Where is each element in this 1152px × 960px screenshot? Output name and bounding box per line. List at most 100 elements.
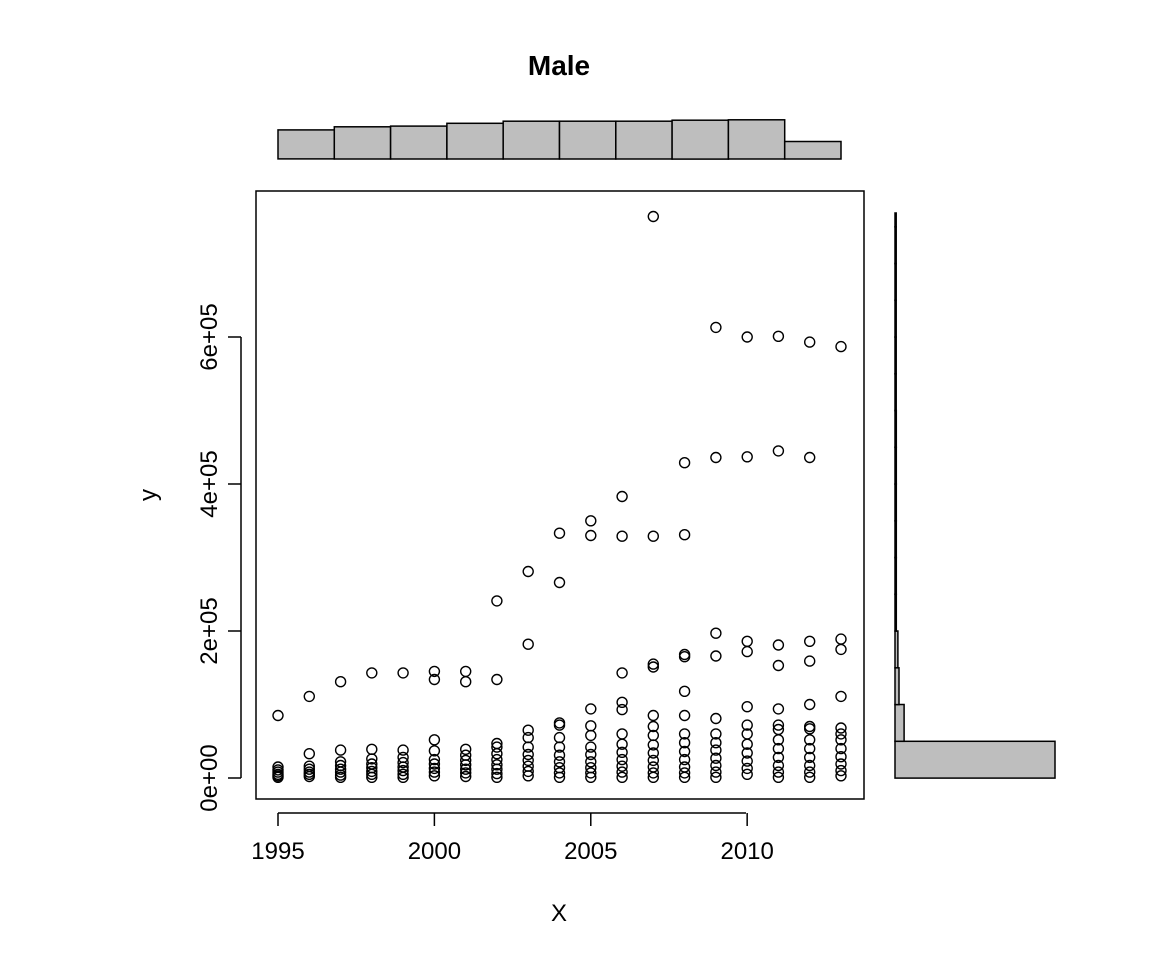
scatter-point <box>553 719 566 731</box>
scatter-point <box>710 759 722 772</box>
scatter-point <box>366 753 378 765</box>
x-histogram-bar <box>502 120 561 160</box>
scatter-point <box>710 752 722 764</box>
scatter-point <box>366 667 378 679</box>
scatter-point <box>460 743 472 755</box>
scatter-point <box>835 751 847 763</box>
scatter-point <box>272 709 284 722</box>
y-histogram-bar <box>894 630 899 669</box>
scatter-point <box>647 747 659 759</box>
scatter-point <box>366 765 378 778</box>
scatter-point <box>334 771 347 783</box>
scatter-point <box>334 766 347 778</box>
scatter-point <box>334 744 347 756</box>
scatter-point <box>804 734 816 746</box>
scatter-point <box>741 719 753 731</box>
y-histogram-bar <box>894 299 897 338</box>
scatter-point <box>397 764 409 777</box>
y-histogram-bar <box>894 212 897 228</box>
scatter-point <box>585 729 597 742</box>
scatter-point <box>553 749 566 761</box>
scatter-point <box>835 722 847 734</box>
scatter-point <box>772 759 785 772</box>
scatter-point <box>678 771 691 783</box>
scatter-point <box>334 763 347 775</box>
x-tick-label: 2000 <box>408 838 461 865</box>
scatter-point <box>835 340 847 353</box>
scatter-point <box>616 746 628 758</box>
x-histogram-bar <box>783 140 842 160</box>
scatter-point <box>678 457 691 469</box>
scatter-point <box>366 743 378 755</box>
scatter-point <box>553 576 566 589</box>
scatter-point <box>397 667 409 679</box>
scatter-point <box>397 744 409 756</box>
scatter-point <box>678 651 691 663</box>
scatter-point <box>522 754 534 767</box>
scatter-point <box>491 741 503 753</box>
scatter-point <box>647 210 659 223</box>
scatter-point <box>553 756 566 768</box>
scatter-point <box>428 766 441 778</box>
scatter-point <box>678 685 691 697</box>
scatter-point <box>428 734 441 746</box>
x-axis-title: X <box>551 900 567 927</box>
scatter-point <box>553 771 566 783</box>
scatter-point <box>804 635 816 647</box>
y-histogram-bar <box>894 336 897 375</box>
scatter-point <box>678 529 691 541</box>
scatter-point <box>366 768 378 780</box>
scatter-point <box>522 565 534 578</box>
y-histogram-bar <box>894 703 905 743</box>
scatter-point <box>741 451 753 463</box>
scatter-point <box>616 696 628 708</box>
scatter-point <box>710 712 722 725</box>
scatter-point <box>678 737 691 749</box>
scatter-point <box>585 771 597 783</box>
y-histogram-bar <box>894 446 898 485</box>
scatter-point <box>710 728 722 740</box>
x-histogram-bar <box>671 119 730 160</box>
x-histogram-bar <box>333 126 392 160</box>
scatter-point <box>303 763 315 775</box>
scatter-point <box>804 451 816 464</box>
x-tick-label: 2010 <box>720 838 773 865</box>
x-axis-ticks: 1995 2000 2005 2010 <box>251 813 774 865</box>
scatter-point <box>678 761 691 773</box>
scatter-point <box>553 527 566 539</box>
scatter-point <box>772 771 785 783</box>
scatter-point <box>647 709 659 722</box>
scatter-point <box>835 764 847 777</box>
scatter-points <box>272 210 847 783</box>
y-histogram-bar <box>894 262 897 302</box>
scatter-point <box>772 719 785 731</box>
x-histogram-bar <box>446 122 504 160</box>
scatter-point <box>491 748 503 760</box>
scatter-point <box>772 330 785 342</box>
scatter-point <box>428 762 441 775</box>
scatter-point <box>616 766 628 778</box>
scatter-point <box>585 767 597 779</box>
scatter-point <box>553 767 566 779</box>
x-histogram-bar <box>558 120 617 160</box>
scatter-point <box>460 763 472 775</box>
scatter-point <box>616 728 628 740</box>
scatter-point <box>460 676 472 688</box>
x-marginal-histogram <box>277 119 842 160</box>
scatter-point <box>678 728 691 740</box>
scatter-point <box>303 690 315 703</box>
scatter-point <box>710 737 722 749</box>
x-histogram-bar <box>727 119 786 160</box>
scatter-point <box>616 760 628 772</box>
scatter-point <box>428 753 441 766</box>
scatter-point <box>741 635 753 647</box>
scatter-point <box>647 661 659 673</box>
scatter-point <box>772 703 785 715</box>
scatter-point <box>334 676 347 688</box>
scatter-point <box>772 639 785 651</box>
scatter-point <box>585 748 597 761</box>
scatter-point <box>772 766 785 778</box>
scatter-point <box>616 771 628 783</box>
x-histogram-bar <box>615 120 673 160</box>
scatter-point <box>772 742 785 755</box>
